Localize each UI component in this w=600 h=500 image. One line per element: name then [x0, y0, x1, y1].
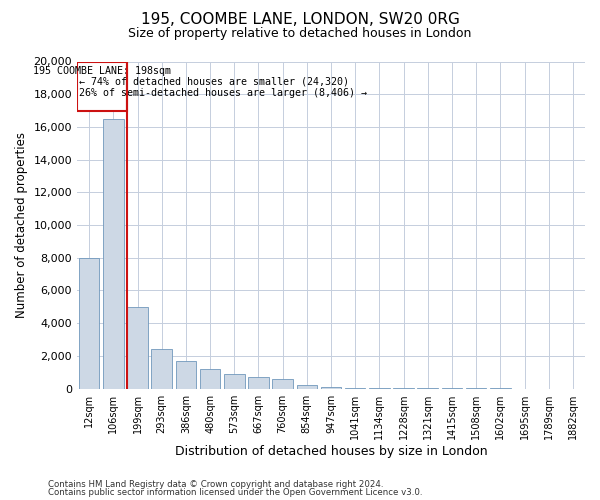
- Bar: [272, 379, 293, 388]
- FancyBboxPatch shape: [77, 62, 127, 110]
- Bar: [224, 374, 245, 388]
- Bar: [151, 350, 172, 389]
- Y-axis label: Number of detached properties: Number of detached properties: [15, 132, 28, 318]
- Bar: [103, 118, 124, 388]
- Text: 26% of semi-detached houses are larger (8,406) →: 26% of semi-detached houses are larger (…: [79, 88, 367, 98]
- Bar: [248, 377, 269, 388]
- Text: ← 74% of detached houses are smaller (24,320): ← 74% of detached houses are smaller (24…: [79, 76, 349, 86]
- Bar: [176, 361, 196, 388]
- Bar: [79, 258, 100, 388]
- Text: Contains HM Land Registry data © Crown copyright and database right 2024.: Contains HM Land Registry data © Crown c…: [48, 480, 383, 489]
- Bar: [296, 386, 317, 388]
- Bar: [127, 307, 148, 388]
- Bar: [321, 387, 341, 388]
- Text: Size of property relative to detached houses in London: Size of property relative to detached ho…: [128, 28, 472, 40]
- Text: 195, COOMBE LANE, LONDON, SW20 0RG: 195, COOMBE LANE, LONDON, SW20 0RG: [140, 12, 460, 28]
- Text: Contains public sector information licensed under the Open Government Licence v3: Contains public sector information licen…: [48, 488, 422, 497]
- Text: 195 COOMBE LANE: 198sqm: 195 COOMBE LANE: 198sqm: [33, 66, 171, 76]
- X-axis label: Distribution of detached houses by size in London: Distribution of detached houses by size …: [175, 444, 487, 458]
- Bar: [200, 369, 220, 388]
